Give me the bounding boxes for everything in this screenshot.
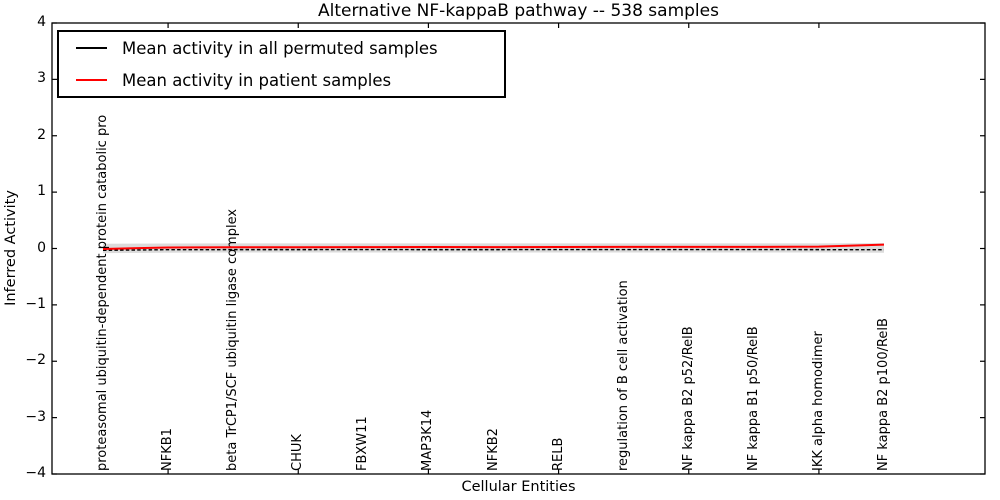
y-tick-label: −2 [25,352,46,369]
legend-entry-permuted: Mean activity in all permuted samples [59,39,504,58]
legend-line-sample-black [76,47,107,49]
permuted-mean-line [102,248,885,252]
y-tick-label: −1 [25,295,46,312]
x-axis-label: Cellular Entities [461,479,576,495]
chart-title: Alternative NF-kappaB pathway -- 538 sam… [318,1,719,21]
patient-mean-line [102,243,885,250]
y-tick-label: 1 [37,183,46,200]
legend-label-patient: Mean activity in patient samples [122,70,392,90]
legend-line-sample-red [76,79,107,81]
y-tick-label: −3 [25,408,46,425]
y-tick-label: 4 [37,14,46,30]
legend-label-permuted: Mean activity in all permuted samples [122,38,438,58]
y-tick-label: 3 [37,70,46,87]
y-tick-label: −4 [25,465,46,481]
legend: Mean activity in all permuted samples Me… [57,30,506,98]
legend-entry-patient: Mean activity in patient samples [59,71,504,90]
y-tick-label: 2 [37,126,46,143]
y-tick-label: 0 [37,239,46,256]
